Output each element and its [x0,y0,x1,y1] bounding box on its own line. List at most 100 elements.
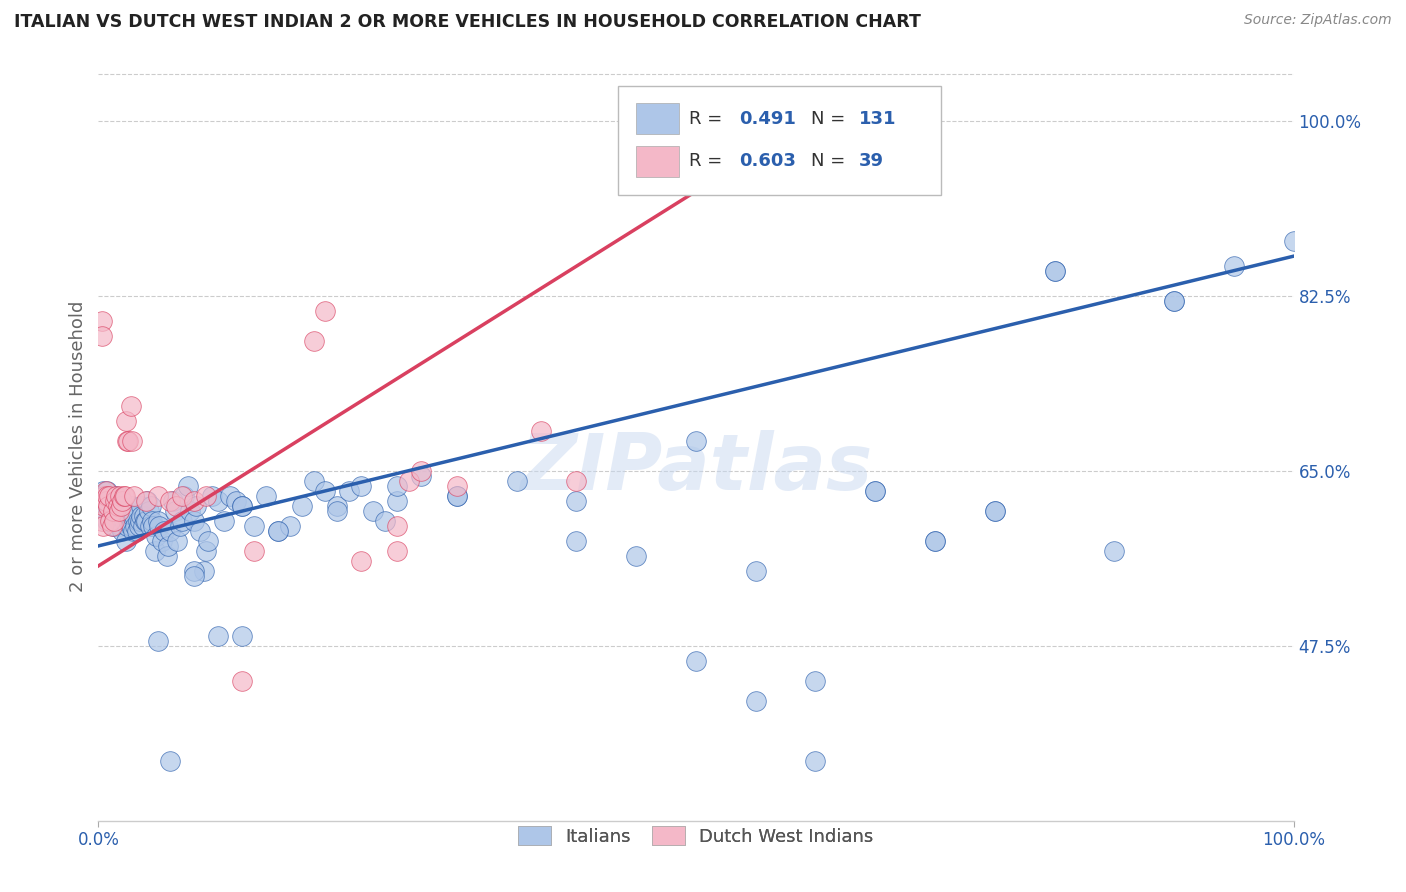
Point [231,499,253,513]
Point [172,514,194,528]
Point [117,434,139,448]
Point [143,544,166,558]
Point [267,524,290,538]
Point [302,474,325,488]
Text: R =: R = [689,110,728,128]
Point [183,564,205,578]
Point [142,519,165,533]
Point [115,414,138,428]
Text: N =: N = [811,110,851,128]
Point [565,474,588,488]
Point [150,533,173,548]
Point [136,494,159,508]
Point [565,533,588,548]
Point [141,514,163,528]
Point [107,514,129,528]
Point [100,508,122,523]
Point [98,494,121,508]
Point [96,514,118,528]
Point [105,489,128,503]
Point [195,544,218,558]
FancyBboxPatch shape [637,103,679,135]
Text: R =: R = [689,153,728,170]
Point [120,519,142,533]
Point [115,434,138,448]
FancyBboxPatch shape [637,145,679,177]
Point [1223,259,1246,273]
Point [93,504,115,518]
Point [94,499,117,513]
Point [97,499,120,513]
Point [108,508,131,523]
Point [127,514,149,528]
Point [108,489,131,503]
Point [865,483,887,498]
Point [924,533,946,548]
Point [112,514,135,528]
Point [745,564,768,578]
Point [804,754,827,768]
Point [117,504,139,518]
Point [145,529,167,543]
Point [177,479,200,493]
Point [506,474,529,488]
Point [186,499,208,513]
Point [225,494,247,508]
Point [278,519,301,533]
Text: 0.603: 0.603 [740,153,796,170]
Point [565,494,588,508]
Point [183,569,205,583]
Point [138,504,160,518]
Point [446,479,468,493]
Point [188,524,211,538]
Point [98,514,122,528]
Point [183,494,205,508]
Point [98,514,122,528]
Point [135,514,157,528]
Text: Source: ZipAtlas.com: Source: ZipAtlas.com [1244,13,1392,28]
Point [94,494,117,508]
Point [1104,544,1126,558]
Point [110,519,132,533]
Point [128,519,150,533]
Point [131,508,153,523]
Point [626,549,648,563]
Point [121,508,143,523]
Point [350,554,373,568]
Point [107,504,129,518]
Point [115,533,138,548]
Point [121,499,143,513]
Point [91,514,114,528]
Point [804,673,827,688]
Point [201,489,224,503]
Point [153,524,176,538]
Point [207,629,229,643]
Point [446,489,468,503]
Point [193,564,215,578]
Point [1282,234,1305,248]
Point [98,489,121,503]
Point [183,514,205,528]
Point [155,549,177,563]
Point [107,514,129,528]
Point [107,499,129,513]
Point [374,514,396,528]
Point [105,489,128,503]
Point [166,533,188,548]
Point [129,514,152,528]
Text: 0.491: 0.491 [740,110,796,128]
Point [97,499,120,513]
Text: 39: 39 [859,153,883,170]
Point [101,504,124,518]
Point [1043,264,1066,278]
Point [93,489,115,503]
Point [100,519,122,533]
Point [254,489,277,503]
Point [446,489,468,503]
Point [139,499,162,513]
Point [363,504,385,518]
Point [148,633,170,648]
Point [212,514,235,528]
Point [243,544,266,558]
Point [93,499,115,513]
